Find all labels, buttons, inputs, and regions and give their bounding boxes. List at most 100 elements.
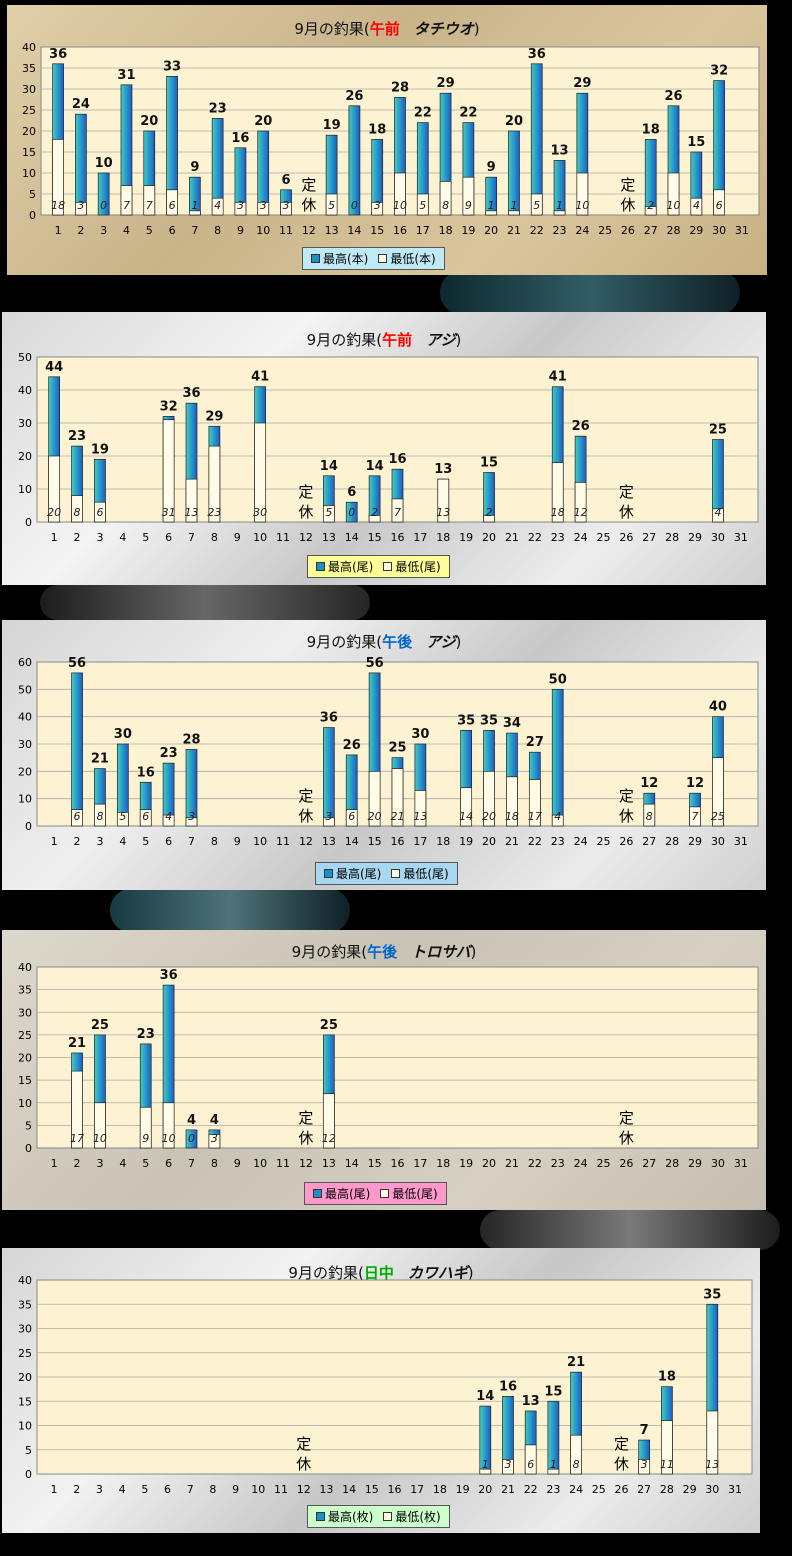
- closed-day-label: 定: [296, 1435, 311, 1453]
- data-label-min: 0: [351, 199, 358, 212]
- x-tick-label: 16: [388, 1483, 402, 1496]
- bar-min: [690, 197, 703, 216]
- x-tick-label: 28: [665, 531, 679, 544]
- data-label-min: 8: [96, 810, 103, 823]
- y-tick-label: 40: [18, 384, 32, 397]
- x-tick-label: 3: [96, 835, 103, 848]
- data-label-min: 6: [527, 1458, 534, 1471]
- data-label-max: 26: [664, 89, 682, 104]
- data-label-max: 12: [686, 776, 704, 791]
- x-tick-label: 6: [165, 1157, 172, 1170]
- data-label-min: 3: [77, 199, 84, 212]
- chart-title: 9月の釣果(午後 トロサバ): [2, 941, 766, 962]
- data-label-max: 40: [709, 700, 727, 715]
- x-tick-label: 31: [728, 1483, 742, 1496]
- x-tick-label: 18: [433, 1483, 447, 1496]
- closed-day-label: 休: [298, 807, 313, 825]
- x-tick-label: 10: [256, 224, 270, 237]
- chart-legend: 最高(尾) 最低(尾): [304, 1182, 447, 1205]
- legend-swatch-min: [380, 1189, 390, 1198]
- data-label-max: 12: [640, 776, 658, 791]
- bar-min: [667, 172, 680, 216]
- x-tick-label: 4: [119, 531, 126, 544]
- y-tick-label: 30: [18, 1006, 32, 1019]
- data-label-max: 32: [710, 64, 728, 79]
- bar-min: [211, 197, 224, 216]
- y-tick-label: 30: [18, 417, 32, 430]
- data-label-max: 23: [137, 1027, 155, 1042]
- bar-min: [479, 1468, 492, 1475]
- data-label-min: 17: [70, 1132, 84, 1145]
- chart-panel-4: 9月の釣果(午後 トロサバ) 0 5 10 15 20 25 30 35 40 1 2 3 4 5 6 7 8 9 1…: [2, 930, 766, 1210]
- data-label-max: 36: [528, 47, 546, 62]
- x-tick-label: 12: [302, 224, 316, 237]
- data-label-max: 36: [160, 968, 178, 983]
- y-tick-label: 0: [25, 820, 32, 833]
- x-tick-label: 23: [551, 835, 565, 848]
- x-tick-label: 29: [688, 1157, 702, 1170]
- bar-min: [139, 1106, 152, 1149]
- x-tick-label: 2: [74, 531, 81, 544]
- y-tick-label: 10: [18, 483, 32, 496]
- x-tick-label: 13: [322, 531, 336, 544]
- x-tick-label: 2: [77, 224, 84, 237]
- data-label-max: 18: [658, 1370, 676, 1385]
- x-tick-label: 7: [188, 531, 195, 544]
- bar-min: [524, 1444, 537, 1475]
- y-tick-label: 20: [18, 450, 32, 463]
- y-tick-label: 30: [22, 83, 36, 96]
- legend-swatch-max: [316, 562, 325, 571]
- x-tick-label: 15: [368, 835, 382, 848]
- x-tick-label: 21: [505, 835, 519, 848]
- bar-min: [551, 462, 564, 523]
- data-label-max: 26: [345, 89, 363, 104]
- data-label-min: 4: [693, 199, 700, 212]
- x-tick-label: 19: [459, 531, 473, 544]
- y-tick-label: 10: [18, 1420, 32, 1433]
- x-tick-label: 6: [169, 224, 176, 237]
- x-tick-label: 5: [141, 1483, 148, 1496]
- data-label-max: 9: [487, 160, 496, 175]
- x-tick-label: 17: [410, 1483, 424, 1496]
- bar-min: [208, 445, 221, 523]
- x-tick-label: 13: [322, 835, 336, 848]
- closed-day-label: 定: [298, 483, 313, 501]
- data-label-max: 25: [320, 1018, 338, 1033]
- data-label-max: 21: [567, 1355, 585, 1370]
- data-label-min: 4: [165, 810, 172, 823]
- data-label-max: 29: [437, 76, 455, 91]
- x-tick-label: 27: [642, 1157, 656, 1170]
- legend-swatch-min: [383, 1512, 393, 1521]
- x-tick-label: 19: [456, 1483, 470, 1496]
- data-label-min: 4: [554, 810, 561, 823]
- bar-min: [368, 515, 381, 523]
- bar-min: [528, 779, 541, 827]
- y-tick-label: 25: [18, 1347, 32, 1360]
- y-tick-label: 30: [18, 1323, 32, 1336]
- bar-min: [644, 206, 657, 216]
- x-tick-label: 15: [368, 1157, 382, 1170]
- legend-swatch-max: [324, 869, 333, 878]
- data-label-min: 3: [641, 1458, 648, 1471]
- data-label-max: 30: [411, 727, 429, 742]
- data-label-max: 26: [343, 738, 361, 753]
- data-label-max: 34: [503, 716, 521, 731]
- y-tick-label: 0: [25, 516, 32, 529]
- data-label-max: 16: [388, 452, 406, 467]
- x-tick-label: 21: [505, 1157, 519, 1170]
- data-label-max: 44: [45, 360, 63, 375]
- chart-panel-2: 9月の釣果(午前 アジ) 0 10 20 30 40 50 1 2 3 4 5 6 7 8 9 10 11 12 13…: [2, 312, 766, 585]
- data-label-min: 3: [211, 1132, 218, 1145]
- data-label-min: 13: [436, 506, 450, 519]
- data-label-max: 41: [549, 370, 567, 385]
- data-label-max: 6: [347, 485, 356, 500]
- x-tick-label: 3: [96, 1157, 103, 1170]
- x-tick-label: 4: [119, 1483, 126, 1496]
- bar-min: [234, 202, 247, 216]
- data-label-min: 10: [93, 1132, 107, 1145]
- data-label-min: 5: [119, 810, 126, 823]
- y-tick-label: 20: [18, 765, 32, 778]
- bar-min: [553, 210, 566, 216]
- data-label-min: 6: [96, 506, 103, 519]
- x-tick-label: 14: [347, 224, 361, 237]
